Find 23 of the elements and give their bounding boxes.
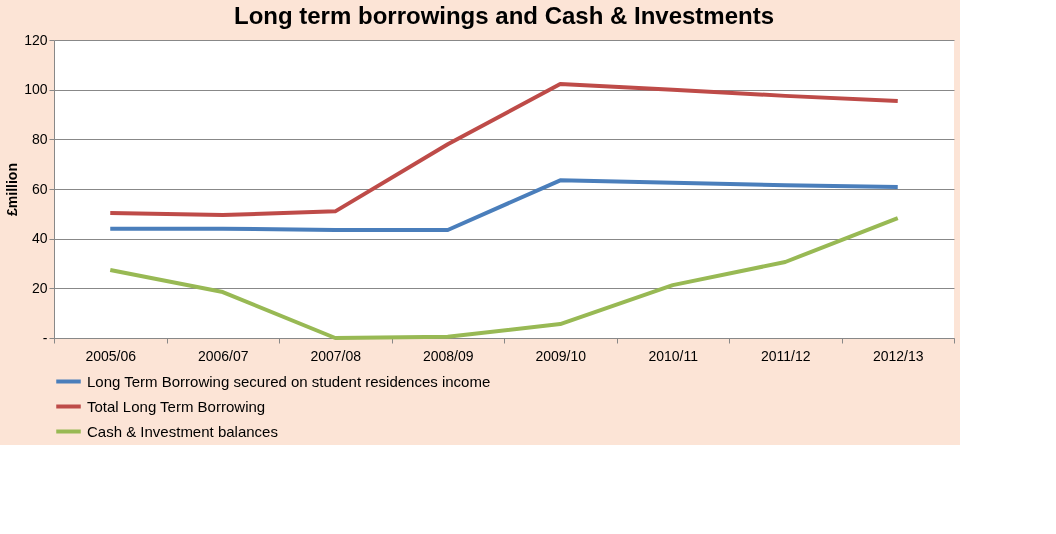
legend-label: Total Long Term Borrowing	[87, 397, 266, 415]
y-axis-title: £million	[4, 163, 21, 216]
x-tick-label: 2009/10	[535, 347, 587, 364]
line-series	[108, 178, 900, 232]
x-tick-label: 2006/07	[197, 347, 249, 364]
x-tick-label: 2011/12	[760, 347, 811, 364]
chart-title: Long term borrowings and Cash & Investments	[233, 2, 775, 29]
y-tick-label: 100	[24, 81, 48, 98]
x-tick-label: 2010/11	[648, 347, 699, 364]
y-tick-label: 120	[24, 31, 48, 48]
line-series	[108, 81, 900, 218]
y-tick-label: 80	[31, 130, 48, 147]
x-tick-label: 2007/08	[310, 347, 362, 364]
x-tick-label: 2012/13	[872, 347, 924, 364]
x-tick-label: 2005/06	[85, 347, 137, 364]
y-tick-label: 40	[31, 230, 48, 247]
legend-label: Long Term Borrowing secured on student residences income	[87, 372, 491, 390]
y-tick-label: 20	[31, 279, 48, 296]
y-tick-label: -	[42, 329, 48, 346]
x-tick-label: 2008/09	[422, 347, 474, 364]
legend-label: Cash & Investment balances	[87, 422, 278, 440]
y-tick-label: 60	[31, 180, 48, 197]
line-series	[108, 216, 900, 340]
